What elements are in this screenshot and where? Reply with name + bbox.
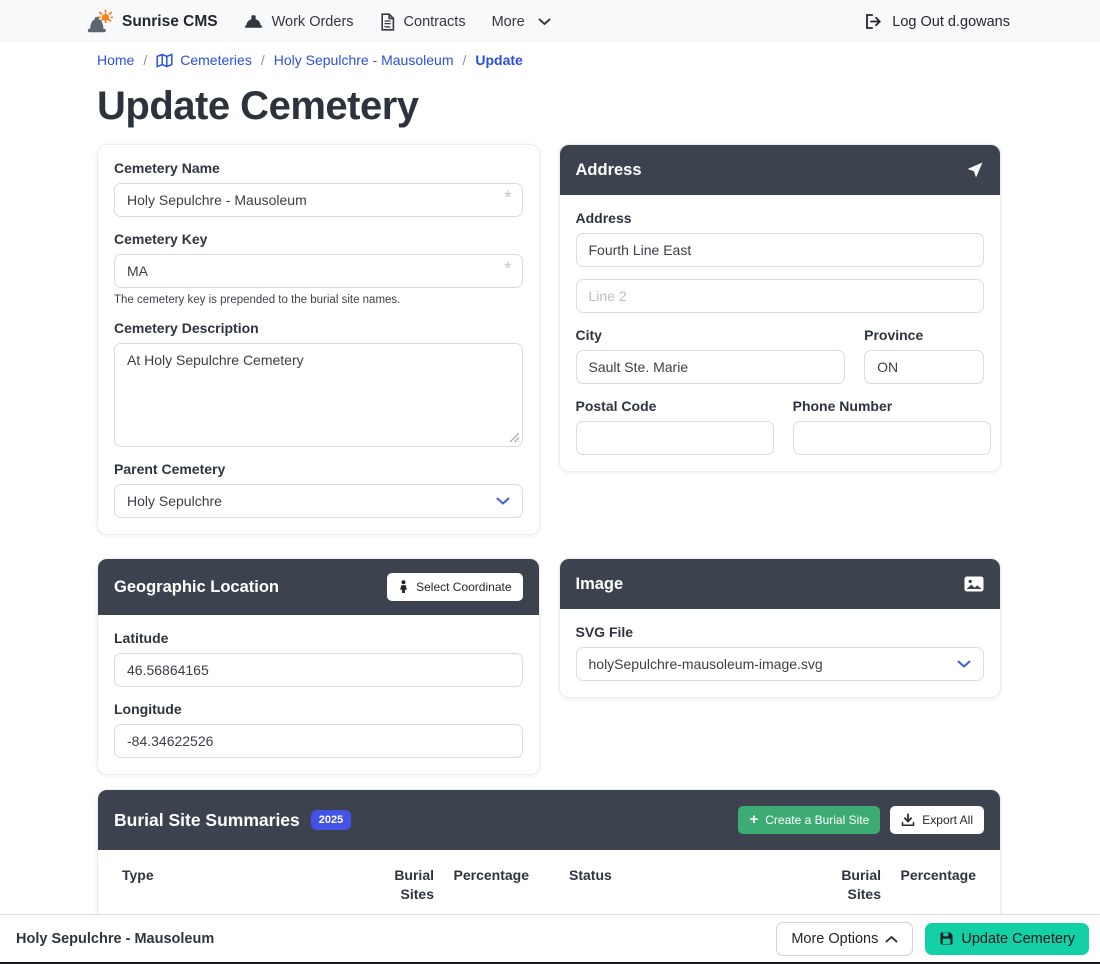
address-card-title: Address (575, 160, 642, 179)
parent-cemetery-label: Parent Cemetery (114, 461, 226, 477)
street-view-icon (398, 580, 409, 594)
top-navbar: Sunrise CMS Work Orders Contracts More (0, 0, 1100, 43)
year-badge: 2025 (310, 810, 352, 830)
breadcrumb-separator: / (462, 52, 467, 68)
parent-cemetery-value: Holy Sepulchre (127, 493, 222, 509)
cemetery-details-card: Cemetery Name * Cemetery Key * The cemet… (97, 144, 540, 535)
postal-code-input[interactable] (575, 421, 774, 455)
image-card-title: Image (575, 574, 624, 593)
chevron-down-icon (496, 497, 510, 506)
address-label: Address (575, 210, 632, 226)
nav-item-work-orders[interactable]: Work Orders (244, 13, 354, 30)
city-input[interactable] (575, 350, 846, 384)
cemetery-key-help-text: The cemetery key is prepended to the bur… (114, 294, 401, 306)
brand-label: Sunrise CMS (122, 12, 218, 30)
percentage-column-header: Percentage (434, 854, 529, 917)
brand-home-link[interactable]: Sunrise CMS (86, 8, 218, 35)
svg-file-value: holySepulchre-mausoleum-image.svg (588, 656, 823, 672)
page-title: Update Cemetery (97, 84, 419, 128)
sunrise-logo-icon (86, 8, 113, 35)
nav-item-label: Work Orders (271, 13, 354, 30)
file-contract-icon (380, 12, 395, 31)
chevron-down-icon (957, 660, 971, 669)
logout-label: Log Out d.gowans (892, 13, 1010, 30)
cemetery-description-textarea[interactable]: At Holy Sepulchre Cemetery (114, 343, 523, 447)
address-line1-input[interactable] (575, 233, 984, 267)
update-cemetery-button[interactable]: Update Cemetery (925, 922, 1089, 955)
chevron-up-icon (885, 935, 898, 943)
hard-hat-icon (244, 13, 263, 30)
geographic-location-title: Geographic Location (114, 577, 280, 596)
save-icon (939, 931, 954, 946)
breadcrumb-cemetery-link[interactable]: Holy Sepulchre - Mausoleum (273, 52, 454, 68)
breadcrumb-cemeteries-link[interactable]: Cemeteries (156, 52, 252, 68)
geographic-location-card: Geographic Location Select Coordinate La… (97, 558, 540, 775)
nav-item-more[interactable]: More (492, 14, 551, 30)
breadcrumb: Home / Cemeteries / Holy Sepulchre - Mau… (97, 52, 1001, 68)
burial-sites-column-header: Burial Sites (823, 854, 881, 917)
select-coordinate-button[interactable]: Select Coordinate (387, 573, 523, 601)
svg-file-select[interactable]: holySepulchre-mausoleum-image.svg (575, 647, 984, 681)
record-name: Holy Sepulchre - Mausoleum (16, 930, 215, 947)
province-label: Province (864, 327, 924, 343)
nav-item-contracts[interactable]: Contracts (380, 12, 466, 31)
svg-file-label: SVG File (575, 624, 634, 640)
plus-icon: + (749, 811, 759, 828)
postal-code-label: Postal Code (575, 398, 657, 414)
logout-button[interactable]: Log Out d.gowans (864, 13, 1010, 30)
percentage-column-header: Percentage (881, 854, 976, 917)
latitude-input[interactable] (114, 653, 523, 687)
province-input[interactable] (864, 350, 984, 384)
burial-sites-column-header: Burial Sites (376, 854, 434, 917)
bottom-action-bar: Holy Sepulchre - Mausoleum More Options … (0, 914, 1100, 964)
export-all-button[interactable]: Export All (890, 806, 984, 834)
address-line2-input[interactable] (575, 279, 984, 313)
parent-cemetery-select[interactable]: Holy Sepulchre (114, 484, 523, 518)
nav-item-label: Contracts (403, 13, 466, 30)
logout-icon (864, 13, 882, 30)
cemetery-key-input[interactable] (114, 254, 523, 288)
breadcrumb-update-link[interactable]: Update (475, 52, 523, 68)
phone-number-input[interactable] (792, 421, 991, 455)
status-column-header: Status (569, 854, 823, 917)
longitude-input[interactable] (114, 724, 523, 758)
create-burial-site-button[interactable]: + Create a Burial Site (738, 806, 881, 834)
type-column-header: Type (122, 854, 376, 917)
more-options-button[interactable]: More Options (776, 921, 914, 956)
download-icon (901, 813, 915, 827)
chevron-down-icon (538, 18, 551, 26)
burial-site-summaries-title: Burial Site Summaries (114, 809, 300, 830)
city-label: City (575, 327, 602, 343)
cemetery-name-label: Cemetery Name (114, 160, 220, 176)
breadcrumb-separator: / (260, 52, 265, 68)
main-content: Home / Cemeteries / Holy Sepulchre - Mau… (0, 43, 1100, 964)
map-icon (156, 52, 173, 68)
nav-item-label: More (491, 13, 525, 30)
cemetery-key-label: Cemetery Key (114, 231, 208, 247)
cemetery-description-label: Cemetery Description (114, 320, 259, 336)
latitude-label: Latitude (114, 630, 169, 646)
location-arrow-icon (966, 161, 984, 179)
breadcrumb-separator: / (143, 52, 148, 68)
address-card: Address Address City (558, 144, 1001, 472)
longitude-label: Longitude (114, 701, 182, 717)
breadcrumb-home-link[interactable]: Home (97, 52, 135, 68)
cemetery-name-input[interactable] (114, 183, 523, 217)
image-icon (964, 576, 984, 592)
phone-number-label: Phone Number (792, 398, 893, 414)
image-card: Image SVG File holySepulchre-mausoleum-i… (558, 558, 1001, 698)
